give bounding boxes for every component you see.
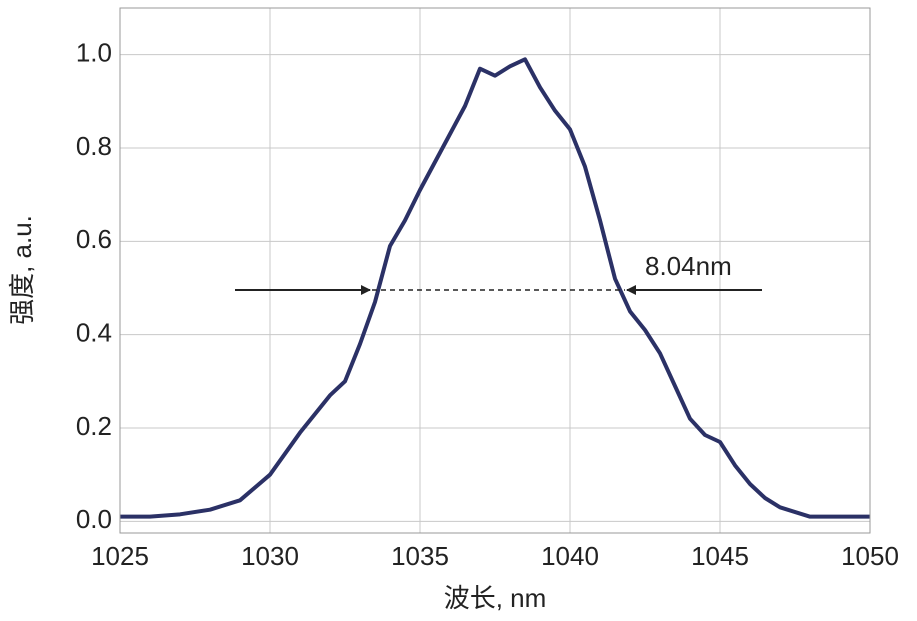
y-tick-label: 1.0 bbox=[76, 38, 112, 68]
line bbox=[120, 57, 870, 519]
y-tick-label: 0.4 bbox=[76, 318, 112, 348]
annotation: 8.04nm bbox=[645, 251, 732, 281]
x-tick-label: 1050 bbox=[841, 541, 899, 571]
x-tick-label: 1035 bbox=[391, 541, 449, 571]
x-tick-label: 1040 bbox=[541, 541, 599, 571]
y-axis-title: 强度, a.u. bbox=[7, 215, 37, 325]
grid bbox=[119, 8, 871, 533]
y-tick-label: 0.0 bbox=[76, 504, 112, 534]
y-tick-label: 0.2 bbox=[76, 411, 112, 441]
plot-frame bbox=[119, 7, 871, 534]
y-tick-label: 0.8 bbox=[76, 131, 112, 161]
x-tick-label: 1030 bbox=[241, 541, 299, 571]
x-axis-title: 波长, nm bbox=[444, 583, 547, 613]
x-tick-label: 1025 bbox=[91, 541, 149, 571]
x-tick-label: 1045 bbox=[691, 541, 749, 571]
y-tick-label: 0.6 bbox=[76, 224, 112, 254]
